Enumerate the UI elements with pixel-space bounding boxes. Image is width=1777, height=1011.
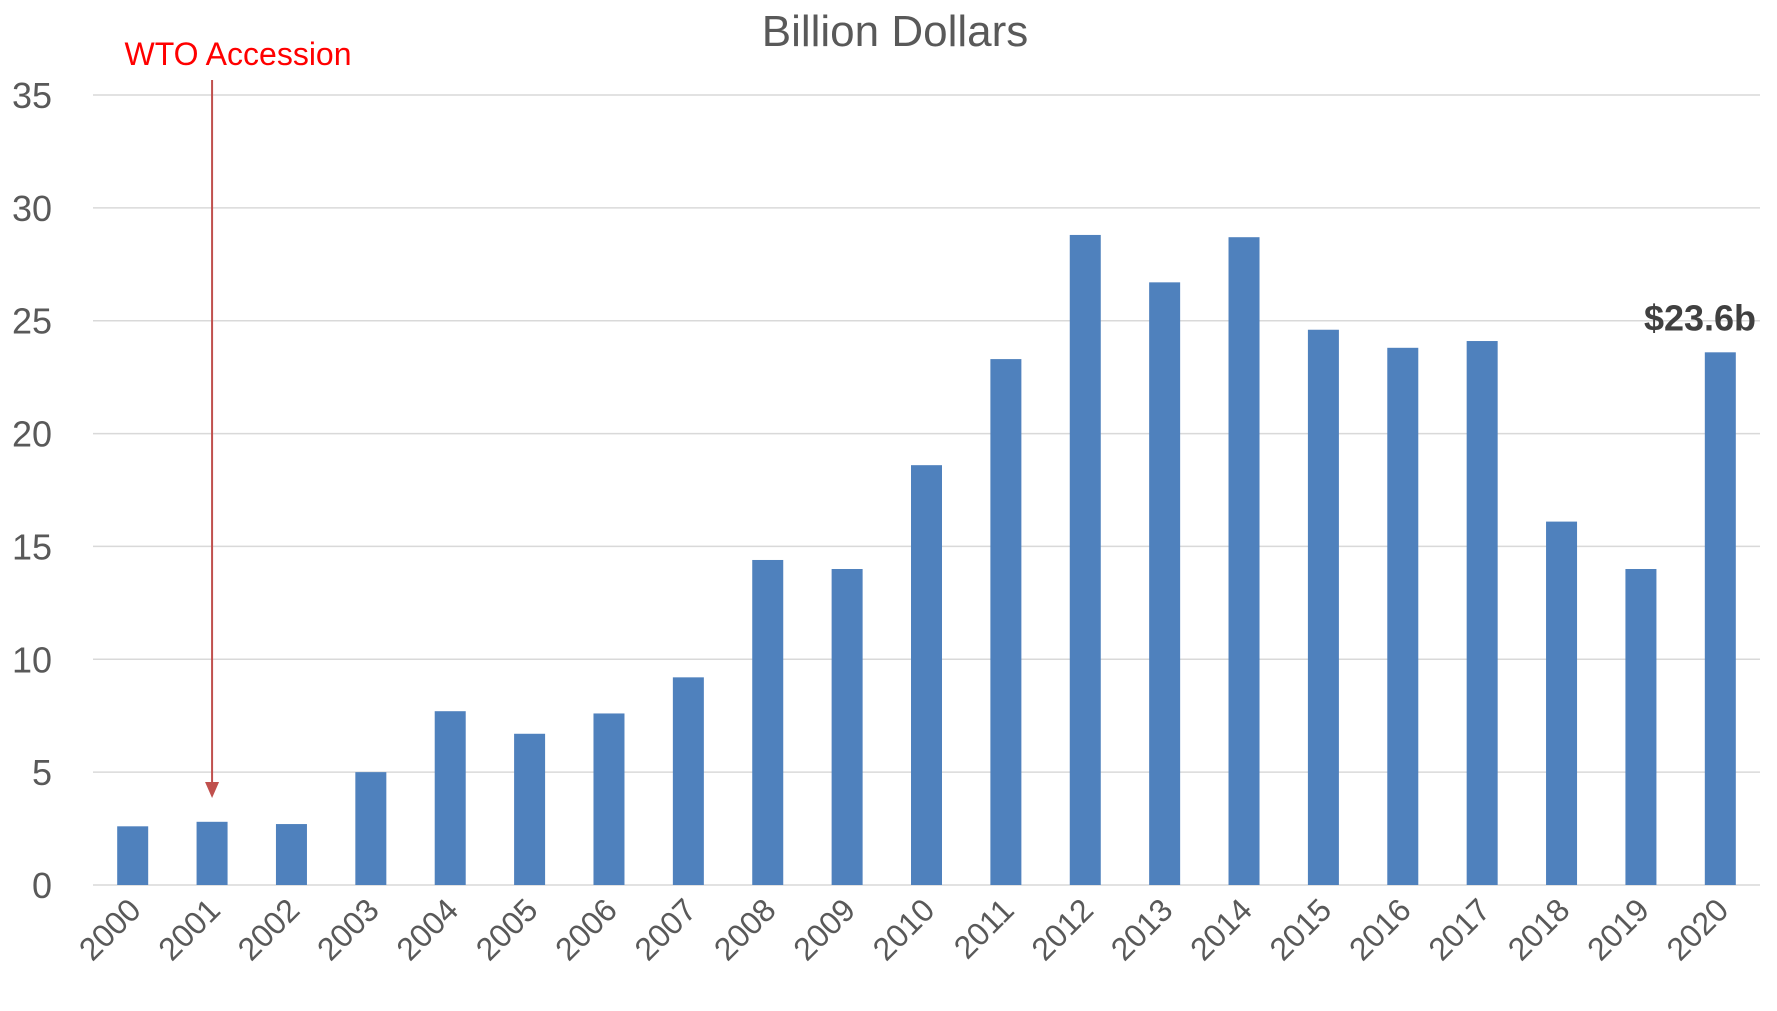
y-tick-label: 25 xyxy=(12,301,52,342)
bar-2015 xyxy=(1307,329,1339,885)
y-tick-label: 15 xyxy=(12,526,52,567)
y-tick-label: 5 xyxy=(32,752,52,793)
wto-accession-annotation: WTO Accession xyxy=(124,36,351,72)
bar-2012 xyxy=(1069,234,1101,885)
x-tick-label: 2009 xyxy=(786,891,862,967)
x-tick-label: 2014 xyxy=(1183,891,1259,967)
bar-2001 xyxy=(196,821,228,885)
x-tick-label: 2012 xyxy=(1024,891,1100,967)
x-axis-tick-labels: 2000 2001 2002 2003 2004 2005 2006 2007 2008 2009… xyxy=(72,891,1735,967)
bar-2020 xyxy=(1704,352,1736,885)
bar-2007 xyxy=(672,677,704,885)
x-tick-label: 2000 xyxy=(72,891,148,967)
x-tick-label: 2007 xyxy=(628,891,704,967)
x-tick-label: 2005 xyxy=(469,891,545,967)
x-tick-label: 2017 xyxy=(1421,891,1497,967)
bar-2019 xyxy=(1625,569,1657,885)
x-tick-label: 2008 xyxy=(707,891,783,967)
y-tick-label: 35 xyxy=(12,75,52,116)
x-tick-label: 2013 xyxy=(1104,891,1180,967)
x-tick-label: 2004 xyxy=(389,891,465,967)
x-tick-label: 2016 xyxy=(1342,891,1418,967)
bar-2005 xyxy=(514,733,546,885)
y-tick-label: 20 xyxy=(12,414,52,455)
bar-2017 xyxy=(1466,341,1498,885)
bar-2014 xyxy=(1228,237,1260,885)
bar-2016 xyxy=(1387,347,1419,885)
x-tick-label: 2015 xyxy=(1263,891,1339,967)
bar-2000 xyxy=(117,826,149,885)
bar-2009 xyxy=(831,569,863,885)
x-tick-label: 2011 xyxy=(947,891,1021,965)
annotations: WTO Accession $23.6b xyxy=(124,36,1756,798)
data-label-2020: $23.6b xyxy=(1644,297,1756,338)
bar-2011 xyxy=(990,359,1022,886)
x-tick-label: 2003 xyxy=(310,891,386,967)
wto-arrow-head xyxy=(205,782,220,798)
bars xyxy=(117,234,1736,886)
y-tick-label: 30 xyxy=(12,188,52,229)
x-tick-label: 2006 xyxy=(548,891,624,967)
bar-2008 xyxy=(752,559,784,885)
bar-2013 xyxy=(1149,282,1181,885)
chart-title: Billion Dollars xyxy=(762,7,1029,56)
bar-2004 xyxy=(434,711,466,885)
x-tick-label: 2019 xyxy=(1580,891,1656,967)
x-tick-label: 2002 xyxy=(231,891,307,967)
bar-2018 xyxy=(1546,521,1578,885)
y-axis-tick-labels: 0 5 10 15 20 25 30 35 xyxy=(12,75,52,906)
bar-2002 xyxy=(275,824,307,885)
x-tick-label: 2001 xyxy=(151,891,227,967)
bar-2006 xyxy=(593,713,625,885)
y-tick-label: 10 xyxy=(12,639,52,680)
x-tick-label: 2018 xyxy=(1501,891,1577,967)
bar-2010 xyxy=(911,465,942,885)
x-tick-label: 2010 xyxy=(866,891,942,967)
x-tick-label: 2020 xyxy=(1659,891,1735,967)
bar-2003 xyxy=(355,772,387,885)
y-tick-label: 0 xyxy=(32,865,52,906)
